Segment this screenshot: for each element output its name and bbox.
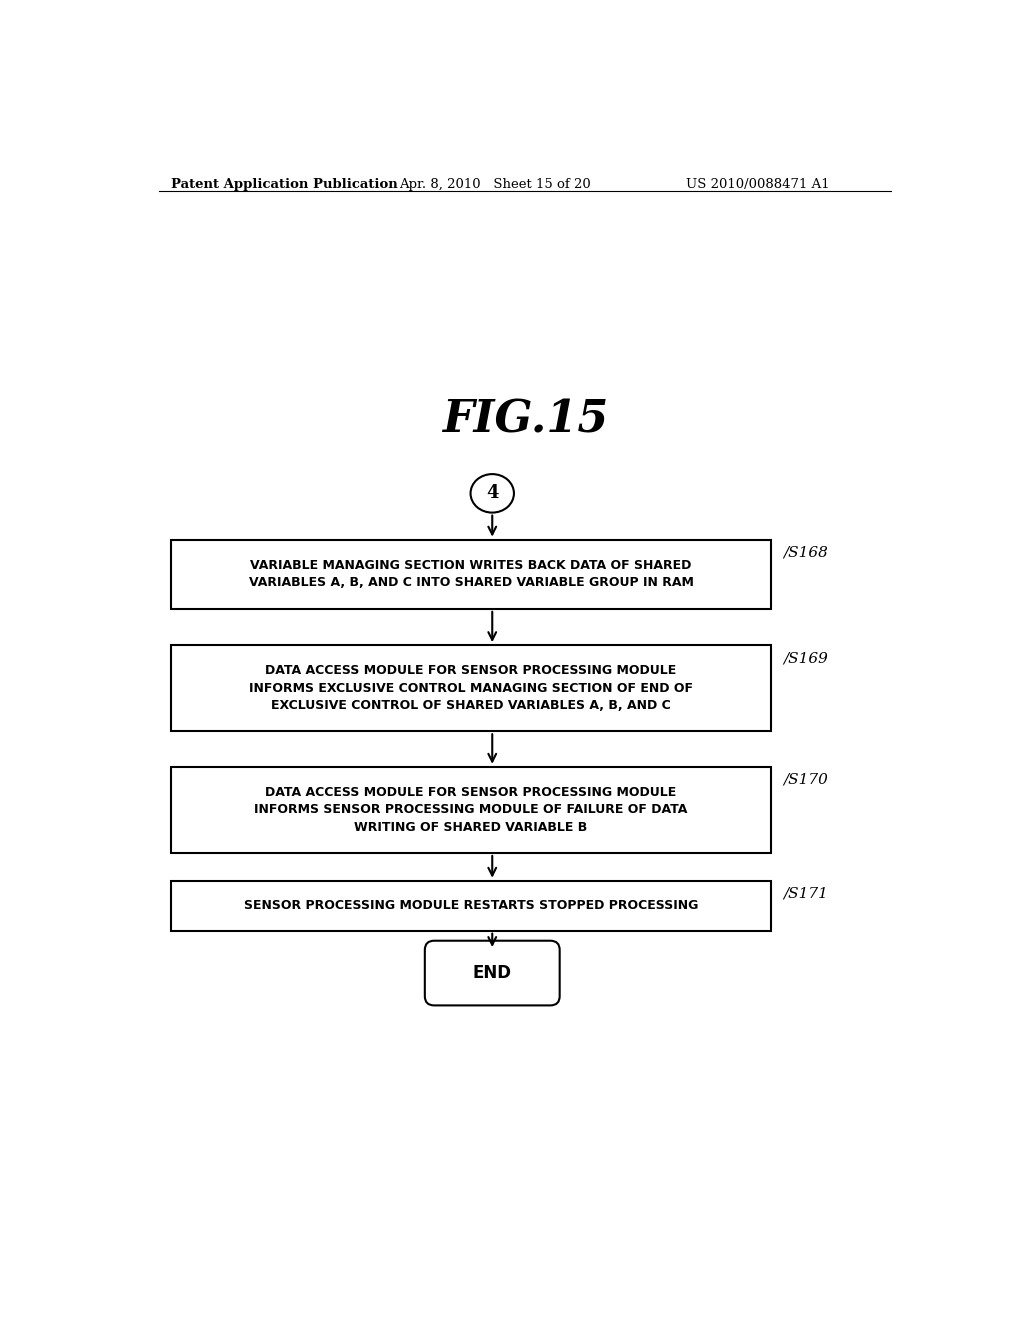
Text: Patent Application Publication: Patent Application Publication [171, 178, 397, 190]
FancyBboxPatch shape [425, 941, 560, 1006]
FancyBboxPatch shape [171, 767, 771, 853]
Text: 4: 4 [486, 484, 499, 503]
Text: Apr. 8, 2010   Sheet 15 of 20: Apr. 8, 2010 Sheet 15 of 20 [399, 178, 591, 190]
Text: /S168: /S168 [783, 545, 827, 560]
Text: END: END [473, 964, 512, 982]
Text: /S169: /S169 [783, 651, 827, 665]
Text: DATA ACCESS MODULE FOR SENSOR PROCESSING MODULE
INFORMS SENSOR PROCESSING MODULE: DATA ACCESS MODULE FOR SENSOR PROCESSING… [254, 785, 688, 834]
FancyBboxPatch shape [171, 540, 771, 609]
Text: VARIABLE MANAGING SECTION WRITES BACK DATA OF SHARED
VARIABLES A, B, AND C INTO : VARIABLE MANAGING SECTION WRITES BACK DA… [249, 558, 693, 590]
FancyBboxPatch shape [171, 645, 771, 731]
Text: /S171: /S171 [783, 887, 827, 900]
Text: SENSOR PROCESSING MODULE RESTARTS STOPPED PROCESSING: SENSOR PROCESSING MODULE RESTARTS STOPPE… [244, 899, 698, 912]
Text: /S170: /S170 [783, 774, 827, 787]
FancyBboxPatch shape [171, 880, 771, 931]
Text: DATA ACCESS MODULE FOR SENSOR PROCESSING MODULE
INFORMS EXCLUSIVE CONTROL MANAGI: DATA ACCESS MODULE FOR SENSOR PROCESSING… [249, 664, 693, 713]
Text: US 2010/0088471 A1: US 2010/0088471 A1 [686, 178, 829, 190]
Text: FIG.15: FIG.15 [441, 399, 608, 442]
